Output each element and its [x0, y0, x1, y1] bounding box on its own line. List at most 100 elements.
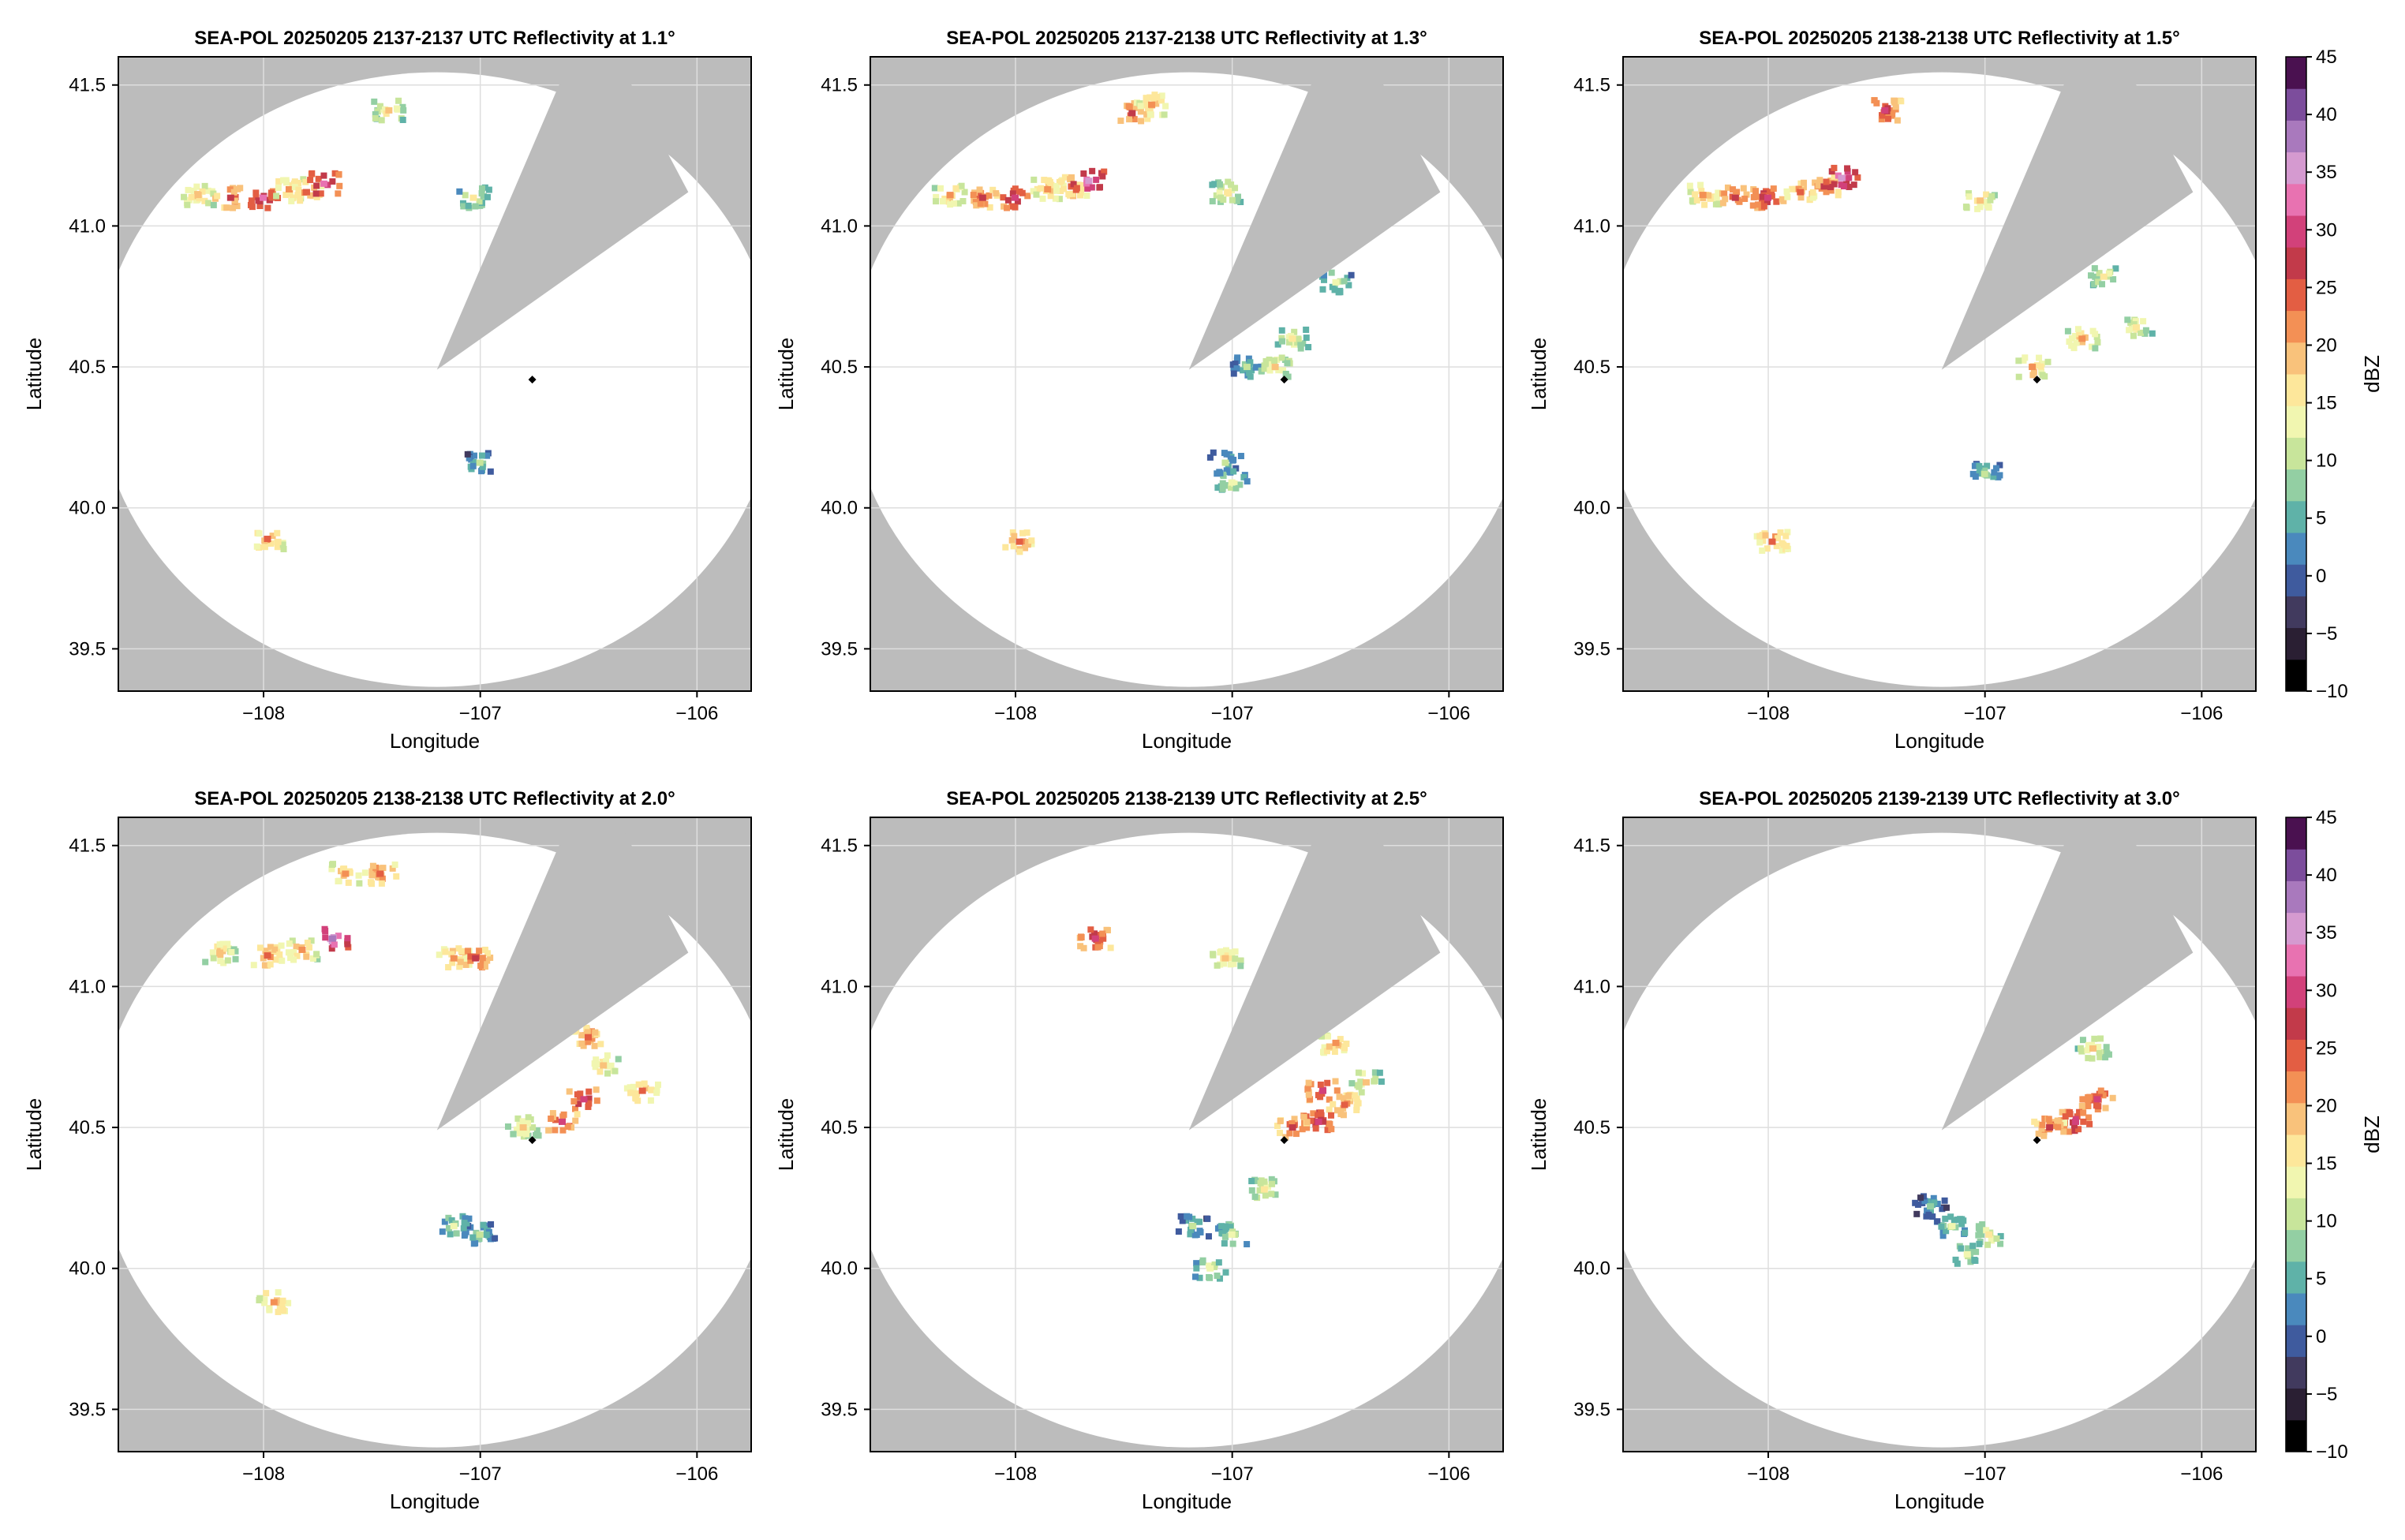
echo-pixel — [552, 1127, 559, 1134]
colorbar-swatch — [2286, 1039, 2306, 1072]
echo-pixel — [1871, 97, 1878, 104]
echo-pixel — [224, 957, 231, 964]
echo-cell — [1304, 1078, 1341, 1104]
echo-pixel — [1211, 1261, 1218, 1268]
radar-panel-6: SEA-POL 20250205 2139-2139 UTC Reflectiv… — [1527, 788, 2257, 1513]
echo-pixel — [1328, 269, 1335, 276]
echo-pixel — [2039, 1121, 2046, 1128]
echo-pixel — [484, 452, 491, 459]
echo-pixel — [391, 862, 398, 869]
echo-pixel — [308, 937, 315, 944]
y-tick-label: 39.5 — [69, 1399, 106, 1420]
echo-pixel — [250, 962, 257, 969]
echo-pixel — [181, 193, 188, 200]
echo-pixel — [1764, 545, 1771, 552]
plot-frame — [118, 56, 752, 692]
echo-pixel — [1088, 184, 1095, 191]
echo-pixel — [1143, 95, 1150, 102]
y-tick-label: 39.5 — [69, 638, 106, 660]
echo-pixel — [1232, 484, 1240, 492]
echo-pixel — [267, 944, 274, 951]
echo-pixel — [256, 944, 264, 951]
echo-pixel — [1261, 1178, 1268, 1185]
echo-pixel — [548, 1116, 555, 1123]
echo-pixel — [524, 1127, 531, 1134]
echo-pixel — [529, 1124, 537, 1131]
echo-pixel — [379, 875, 386, 882]
echo-pixel — [2085, 1055, 2092, 1062]
echo-pixel — [564, 1123, 571, 1130]
echo-core — [2046, 1124, 2054, 1131]
echo-pixel — [1984, 1241, 1992, 1248]
echo-cell — [1719, 184, 1750, 207]
echo-pixel — [1310, 1110, 1317, 1117]
y-tick-label: 40.0 — [69, 498, 106, 519]
y-tick-label: 40.5 — [69, 1117, 106, 1138]
echo-pixel — [453, 1230, 460, 1237]
echo-pixel — [1277, 1118, 1284, 1125]
echo-core — [476, 1231, 484, 1238]
echo-pixel — [1321, 276, 1328, 283]
echo-pixel — [1060, 185, 1068, 192]
echo-pixel — [2085, 1101, 2092, 1108]
echo-pixel — [297, 197, 304, 204]
echo-pixel — [1354, 1098, 1361, 1105]
echo-pixel — [478, 452, 485, 459]
echo-pixel — [1251, 1193, 1259, 1200]
radar-site-marker — [528, 376, 537, 384]
colorbar-swatch — [2286, 1071, 2306, 1104]
echo-pixel — [1052, 195, 1059, 202]
echo-pixel — [958, 182, 965, 189]
echo-pixel — [1233, 365, 1240, 372]
echo-pixel — [1282, 1134, 1289, 1141]
echo-pixel — [1371, 1069, 1378, 1076]
colorbar-swatch — [2286, 342, 2306, 375]
echo-pixel — [1967, 1258, 1974, 1265]
colorbar-tick-label: 0 — [2316, 1326, 2326, 1348]
echo-pixel — [480, 1221, 487, 1228]
panel-title: SEA-POL 20250205 2137-2137 UTC Reflectiv… — [194, 28, 675, 49]
echo-pixel — [1988, 192, 1995, 200]
echo-pixel — [1184, 1213, 1191, 1220]
echo-pixel — [1721, 190, 1728, 197]
echo-pixel — [2068, 342, 2075, 349]
echo-pixel — [346, 868, 353, 875]
echo-pixel — [1954, 1260, 1961, 1267]
echo-pixel — [2029, 372, 2037, 379]
echo-pixel — [1214, 484, 1221, 492]
echo-core — [450, 1223, 458, 1230]
echo-pixel — [1938, 1223, 1945, 1230]
echo-pixel — [976, 186, 983, 193]
echo-pixel — [2054, 1117, 2061, 1124]
echo-pixel — [1247, 373, 1254, 380]
echo-pixel — [261, 962, 268, 969]
echo-pixel — [460, 1225, 467, 1232]
echo-cell — [2064, 326, 2101, 352]
y-tick-label: 39.5 — [821, 1399, 858, 1420]
colorbar-tick-label: 25 — [2316, 1037, 2337, 1059]
echo-pixel — [1773, 543, 1780, 550]
echo-pixel — [1337, 1036, 1344, 1043]
echo-core — [2093, 1096, 2101, 1103]
echo-cell — [181, 182, 217, 208]
echo-core — [2089, 1045, 2097, 1052]
echo-cell — [464, 450, 494, 475]
echo-pixel — [2137, 329, 2144, 336]
echo-pixel — [217, 957, 224, 964]
echo-cell — [202, 940, 239, 966]
echo-pixel — [575, 1101, 582, 1108]
echo-pixel — [2102, 1105, 2109, 1112]
echo-pixel — [597, 1041, 604, 1048]
echo-pixel — [1083, 192, 1090, 199]
echo-pixel — [2103, 1044, 2110, 1051]
echo-pixel — [1759, 193, 1766, 200]
echo-pixel — [470, 452, 477, 459]
echo-pixel — [1004, 196, 1012, 204]
echo-pixel — [1011, 533, 1018, 540]
echo-cell — [504, 1114, 542, 1140]
echo-core — [1768, 538, 1776, 545]
echo-pixel — [252, 193, 260, 200]
echo-pixel — [1030, 188, 1037, 195]
echo-pixel — [2096, 1053, 2104, 1060]
echo-pixel — [294, 952, 301, 959]
